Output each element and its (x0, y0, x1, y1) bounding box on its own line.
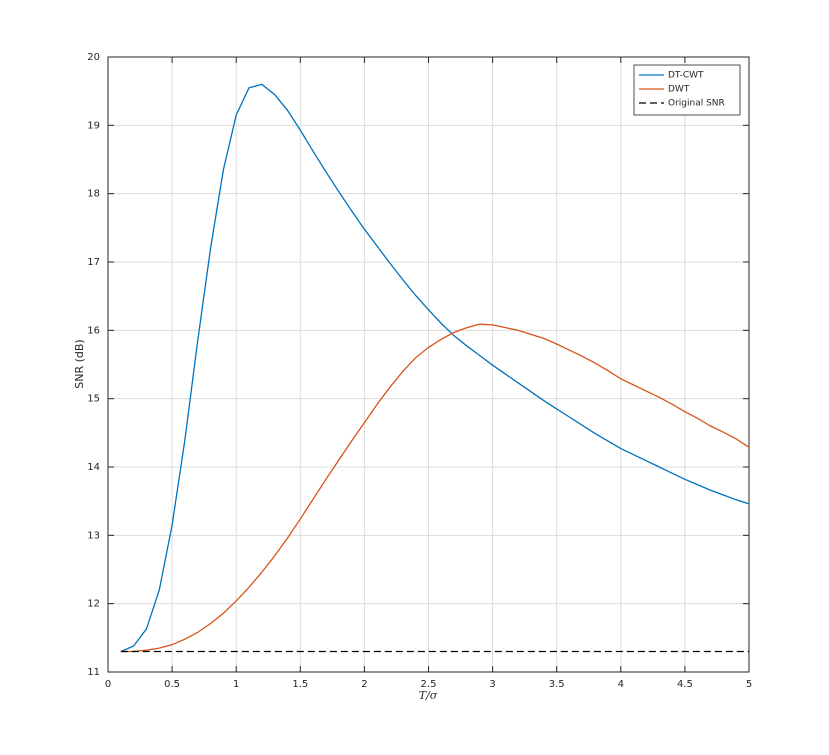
y-tick-label: 13 (87, 530, 100, 541)
series-line (120, 323, 750, 653)
y-tick-label: 17 (87, 257, 100, 268)
x-axis-label: T/σ (419, 689, 438, 702)
y-tick-label: 11 (87, 667, 100, 678)
x-tick-label: 2.5 (421, 679, 437, 690)
x-tick-label: 3 (489, 679, 495, 690)
plot-frame (107, 56, 750, 673)
legend-label: Original SNR (668, 99, 725, 109)
x-tick-label: 4.5 (677, 679, 693, 690)
x-tick-label: 2 (361, 679, 367, 690)
y-tick-label: 12 (87, 599, 100, 610)
x-tick-label: 5 (746, 679, 752, 690)
x-tick-label: 0 (105, 679, 111, 690)
x-tick-label: 1 (233, 679, 239, 690)
legend-label: DWT (668, 85, 690, 95)
legend-label: DT-CWT (668, 71, 704, 81)
y-axis-label: SNR (dB) (73, 339, 86, 388)
legend-box (633, 64, 741, 116)
y-tick-label: 18 (87, 189, 100, 200)
y-tick-label: 20 (87, 52, 100, 63)
x-tick-label: 3.5 (549, 679, 565, 690)
x-tick-label: 0.5 (164, 679, 180, 690)
y-tick-label: 14 (87, 462, 100, 473)
x-tick-label: 4 (618, 679, 624, 690)
y-tick-label: 19 (87, 120, 100, 131)
series-line (120, 83, 750, 653)
y-tick-label: 16 (87, 325, 100, 336)
x-tick-label: 1.5 (292, 679, 308, 690)
y-tick-label: 15 (87, 394, 100, 405)
